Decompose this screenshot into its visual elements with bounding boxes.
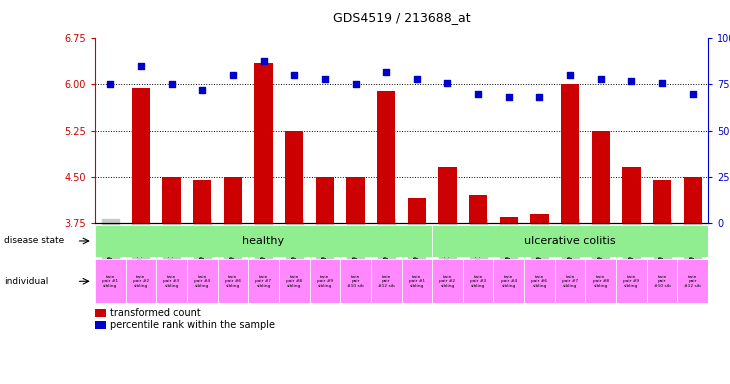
Bar [95,321,106,329]
Point [595,76,607,82]
Bar [310,259,340,303]
Point [196,87,208,93]
Bar [193,180,212,223]
Text: twin
pair #3
sibling: twin pair #3 sibling [164,275,180,288]
Text: twin
pair #8
sibling: twin pair #8 sibling [593,275,609,288]
Text: twin
pair #9
sibling: twin pair #9 sibling [317,275,333,288]
Bar [162,177,181,223]
Bar [463,259,493,303]
Bar [622,167,641,223]
Text: twin
pair #4
sibling: twin pair #4 sibling [194,275,210,288]
Bar [346,177,365,223]
Point [534,94,545,101]
Bar [469,195,488,223]
Point [288,72,300,78]
Text: twin
pair
#10 sib: twin pair #10 sib [654,275,670,288]
Bar [340,259,371,303]
Bar [561,84,580,223]
Bar [407,198,426,223]
Bar [131,88,150,223]
Point [564,72,576,78]
Point [626,78,637,84]
Point [411,76,423,82]
Text: twin
pair #7
sibling: twin pair #7 sibling [562,275,578,288]
Text: twin
pair
#12 sib: twin pair #12 sib [685,275,701,288]
Text: twin
pair #1
sibling: twin pair #1 sibling [409,275,425,288]
Text: twin
pair #1
sibling: twin pair #1 sibling [102,275,118,288]
Text: twin
pair #9
sibling: twin pair #9 sibling [623,275,639,288]
Text: twin
pair
#12 sib: twin pair #12 sib [378,275,394,288]
Text: twin
pair #8
sibling: twin pair #8 sibling [286,275,302,288]
Bar [279,259,310,303]
Point [258,58,269,64]
Text: transformed count: transformed count [110,308,201,318]
Point [380,68,392,74]
Bar [285,131,304,223]
Text: twin
pair
#10 sib: twin pair #10 sib [347,275,364,288]
Bar [95,259,126,303]
Bar [438,167,457,223]
Bar [616,259,647,303]
Bar [402,259,432,303]
Bar [95,310,106,317]
Point [687,91,699,97]
Bar [371,259,402,303]
Bar [218,259,248,303]
Text: twin
pair #6
sibling: twin pair #6 sibling [531,275,548,288]
Bar [647,259,677,303]
Text: twin
pair #2
sibling: twin pair #2 sibling [133,275,149,288]
Bar [677,259,708,303]
Text: twin
pair #3
sibling: twin pair #3 sibling [470,275,486,288]
Bar [254,63,273,223]
Bar [524,259,555,303]
Bar [248,259,279,303]
Point [104,81,116,88]
Point [503,94,515,101]
Text: individual: individual [4,277,48,286]
Bar [315,177,334,223]
Text: healthy: healthy [242,236,285,246]
Point [166,81,177,88]
Point [319,76,331,82]
Point [135,63,147,69]
Bar [223,177,242,223]
Bar [555,259,585,303]
Bar [187,259,218,303]
Bar [653,180,672,223]
Bar [432,225,708,257]
Text: twin
pair #7
sibling: twin pair #7 sibling [255,275,272,288]
Bar [493,259,524,303]
Bar [683,177,702,223]
Text: twin
pair #6
sibling: twin pair #6 sibling [225,275,241,288]
Text: GDS4519 / 213688_at: GDS4519 / 213688_at [333,12,470,25]
Bar [126,259,156,303]
Point [350,81,361,88]
Point [442,79,453,86]
Bar [499,217,518,223]
Bar [585,259,616,303]
Bar [156,259,187,303]
Text: ulcerative colitis: ulcerative colitis [524,236,616,246]
Point [227,72,239,78]
Bar [95,225,432,257]
Text: twin
pair #2
sibling: twin pair #2 sibling [439,275,456,288]
Bar [432,259,463,303]
Point [656,79,668,86]
Text: twin
pair #4
sibling: twin pair #4 sibling [501,275,517,288]
Text: disease state: disease state [4,237,64,245]
Bar [591,131,610,223]
Point [472,91,484,97]
Text: percentile rank within the sample: percentile rank within the sample [110,320,275,331]
Bar [530,214,549,223]
Bar [377,91,396,223]
